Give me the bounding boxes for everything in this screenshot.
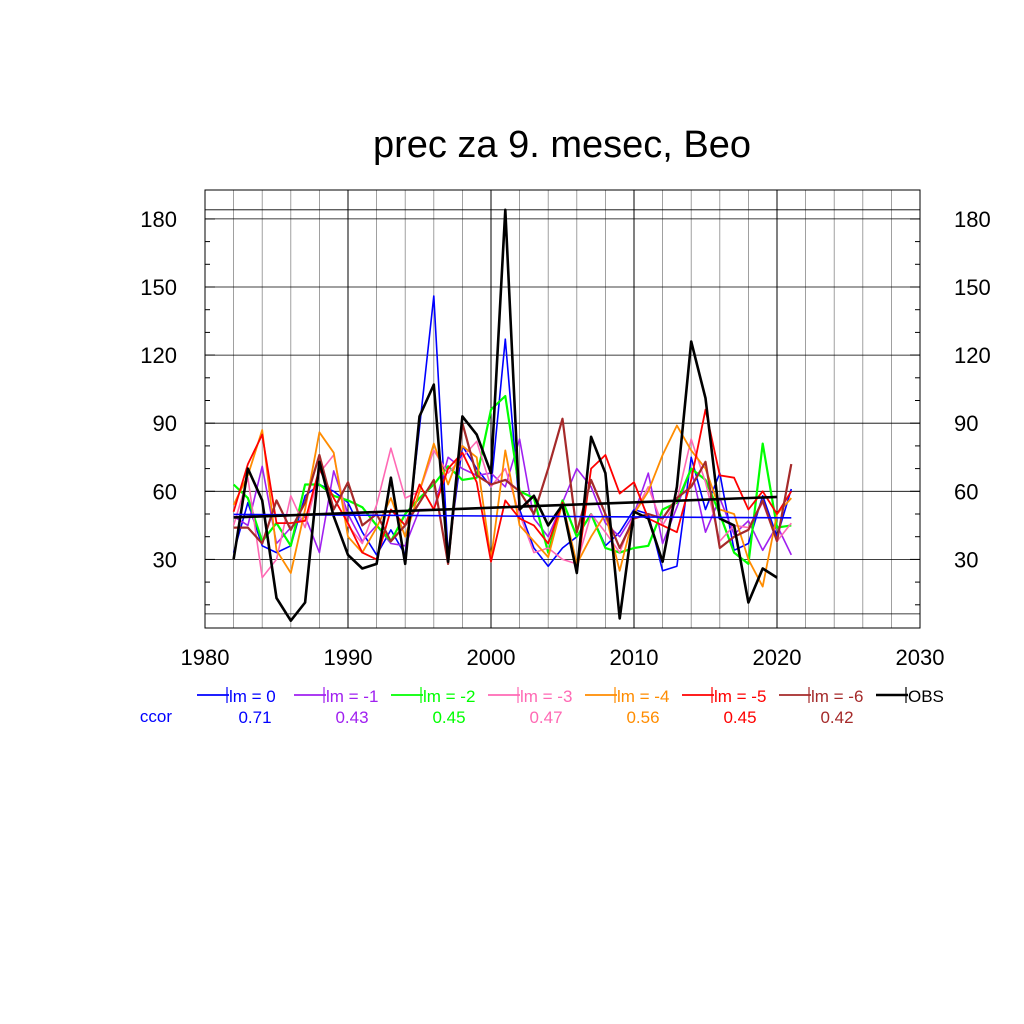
trend-line-7 [233, 495, 778, 519]
ccor-value: 0.43 [335, 708, 368, 727]
x-tick-label: 2020 [753, 645, 802, 670]
series-layer [232, 208, 793, 622]
legend-label: lm = -6 [811, 687, 863, 706]
legend-label: lm = -5 [714, 687, 766, 706]
x-tick-label: 2010 [610, 645, 659, 670]
plot-border [204, 189, 921, 629]
ccor-value: 0.45 [723, 708, 756, 727]
ccor-value: 0.42 [820, 708, 853, 727]
legend-item-7: OBS [876, 687, 944, 706]
legend-item-0: lm = 0 0.71 [197, 687, 276, 727]
legend-item-4: lm = -4 0.56 [585, 687, 669, 727]
tick-layer: 30 30 60 60 90 90 120 120 150 150 180 180 1980 1990 20… [140, 207, 990, 670]
legend-item-6: lm = -6 0.42 [779, 687, 863, 727]
y-tick-label-left: 180 [140, 207, 177, 232]
legend-label: lm = 0 [229, 687, 276, 706]
y-tick-label-right: 120 [954, 343, 991, 368]
ccor-label: ccor [140, 707, 172, 726]
y-tick-label-right: 150 [954, 275, 991, 300]
legend-item-3: lm = -3 0.47 [488, 687, 572, 727]
legend-label: lm = -2 [423, 687, 475, 706]
x-tick-label: 1990 [324, 645, 373, 670]
series-line-7 [232, 208, 778, 622]
ccor-value: 0.47 [529, 708, 562, 727]
legend-item-2: lm = -2 0.45 [391, 687, 475, 727]
y-tick-label-left: 30 [153, 547, 177, 572]
y-tick-label-right: 30 [954, 547, 978, 572]
ccor-value: 0.71 [238, 708, 271, 727]
legend-label: lm = -3 [520, 687, 572, 706]
x-tick-label: 1980 [181, 645, 230, 670]
legend-label: lm = -4 [617, 687, 669, 706]
series-line-4 [232, 424, 792, 588]
y-tick-label-left: 60 [153, 479, 177, 504]
series-line-6 [233, 417, 793, 565]
chart-title: prec za 9. mesec, Beo [373, 124, 751, 166]
y-tick-label-left: 90 [153, 411, 177, 436]
legend-label: OBS [908, 687, 944, 706]
x-tick-label: 2000 [467, 645, 516, 670]
y-tick-label-right: 60 [954, 479, 978, 504]
y-tick-label-left: 150 [140, 275, 177, 300]
y-tick-label-left: 120 [140, 343, 177, 368]
y-tick-label-right: 180 [954, 207, 991, 232]
legend-label: lm = -1 [326, 687, 378, 706]
plot-frame [204, 189, 921, 629]
legend-item-1: lm = -1 0.43 [294, 687, 378, 727]
x-tick-label: 2030 [896, 645, 945, 670]
legend-item-5: lm = -5 0.45 [682, 687, 766, 727]
ccor-value: 0.45 [432, 708, 465, 727]
y-tick-label-right: 90 [954, 411, 978, 436]
ccor-value: 0.56 [626, 708, 659, 727]
